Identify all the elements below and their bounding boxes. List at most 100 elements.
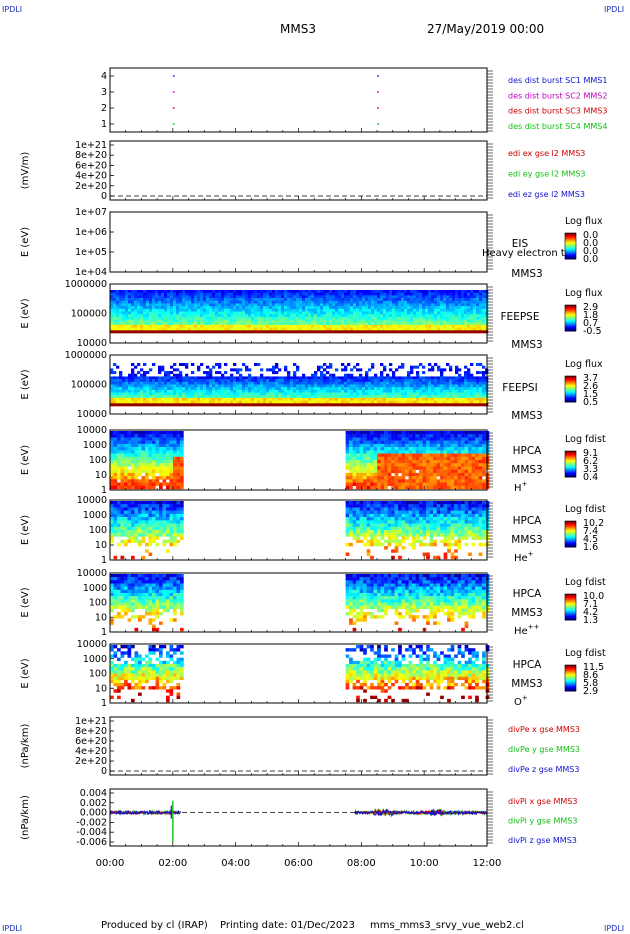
spectrogram-cell [377,327,381,331]
spectrogram-cell [365,392,369,396]
spectrogram-cell [242,395,246,399]
spectrogram-cell [236,330,240,334]
spectrogram-cell [284,316,288,320]
spectrogram-cell [127,450,132,454]
spectrogram-cell [233,295,237,299]
spectrogram-cell [218,387,222,391]
spectrogram-cell [338,322,342,326]
spectrogram-cell [212,306,216,310]
spectrogram-cell [176,392,180,396]
spectrogram-cell [452,298,456,302]
spectrogram-cell [383,379,387,383]
spectrogram-cell [158,381,162,385]
spectrogram-cell [392,389,396,393]
spectrogram-cell [167,381,171,385]
spectrogram-cell [278,290,282,293]
spectrogram-cell [446,403,450,407]
spectrogram-cell [449,316,453,320]
spectrogram-cell [302,400,306,404]
spectrogram-cell [182,363,186,366]
spectrogram-cell [320,314,324,318]
spectrogram-cell [398,479,402,483]
spectrogram-cell [407,381,411,385]
spectrogram-cell [377,322,381,326]
spectrogram-cell [148,479,153,483]
spectrogram-cell [143,384,147,388]
spectrogram-cell [323,400,327,404]
spectrogram-cell [401,290,405,293]
spectrogram-cell [152,469,156,474]
spectrogram-cell [209,387,213,391]
y-tick-label: 10000 [77,409,107,420]
spectrogram-cell [248,306,252,310]
spectrogram-cell [134,292,138,296]
spectrogram-cell [137,295,141,299]
spectrogram-cell [429,437,434,441]
spectrogram-cell [275,306,279,310]
spectrogram-cell [436,437,441,441]
spectrogram-cell [470,308,474,312]
spectrogram-cell [422,443,427,448]
spectrogram-cell [416,371,420,375]
spectrogram-cell [353,376,357,380]
spectrogram-cell [113,476,118,480]
spectrogram-cell [122,308,126,312]
spectrogram-cell [215,327,219,331]
spectrogram-cell [124,460,128,464]
spectrogram-cell [209,300,213,304]
spectrogram-cell [413,379,417,383]
spectrogram-cell [398,456,402,461]
spectrogram-cell [476,379,480,383]
spectrogram-cell [191,403,195,407]
spectrogram-cell [349,440,353,445]
spectrogram-cell [464,440,469,445]
spectrogram-cell [314,319,318,323]
colorbar-cell [565,378,576,380]
spectrogram-cell [470,330,474,334]
spectrogram-cell [120,443,125,448]
spectrogram-cell [152,308,156,312]
spectrogram-cell [380,466,385,470]
spectrogram-cell [269,395,273,399]
spectrogram-cell [293,303,297,307]
spectrogram-cell [180,466,184,470]
spectrogram-cell [179,324,183,328]
spectrogram-cell [117,431,121,435]
spectrogram-cell [467,387,471,391]
spectrogram-cell [284,306,288,310]
spectrogram-cell [167,319,171,323]
spectrogram-cell [415,437,420,441]
spectrogram-cell [464,453,469,457]
spectrogram-cell [263,384,267,388]
spectrogram-cell [353,397,357,401]
spectrogram-cell [323,308,327,312]
spectrogram-cell [461,472,465,477]
spectrogram-cell [188,300,192,304]
spectrogram-cell [415,472,420,477]
spectrogram-cell [128,387,132,391]
spectrogram-cell [452,395,456,399]
spectrogram-cell [230,397,234,401]
spectrogram-cell [347,290,351,293]
spectrogram-cell [440,292,444,296]
spectrogram-cell [110,290,114,293]
spectrogram-cell [344,319,348,323]
spectrogram-cell [166,472,170,477]
spectrogram-cell [380,322,384,326]
spectrogram-cell [148,466,153,470]
spectrogram-cell [110,295,114,299]
spectrogram-cell [146,403,150,407]
spectrogram-cell [227,379,231,383]
spectrogram-cell [363,453,367,457]
colorbar-cell [565,240,576,242]
spectrogram-cell [149,392,153,396]
spectrogram-cell [373,450,378,454]
spectrogram-cell [383,397,387,401]
spectrogram-cell [257,387,261,391]
spectrogram-cell [278,389,282,393]
spectrogram-cell [162,456,167,461]
spectrogram-cell [440,373,444,377]
spectrogram-cell [233,322,237,326]
spectrogram-cell [428,381,432,385]
spectrogram-cell [149,319,153,323]
